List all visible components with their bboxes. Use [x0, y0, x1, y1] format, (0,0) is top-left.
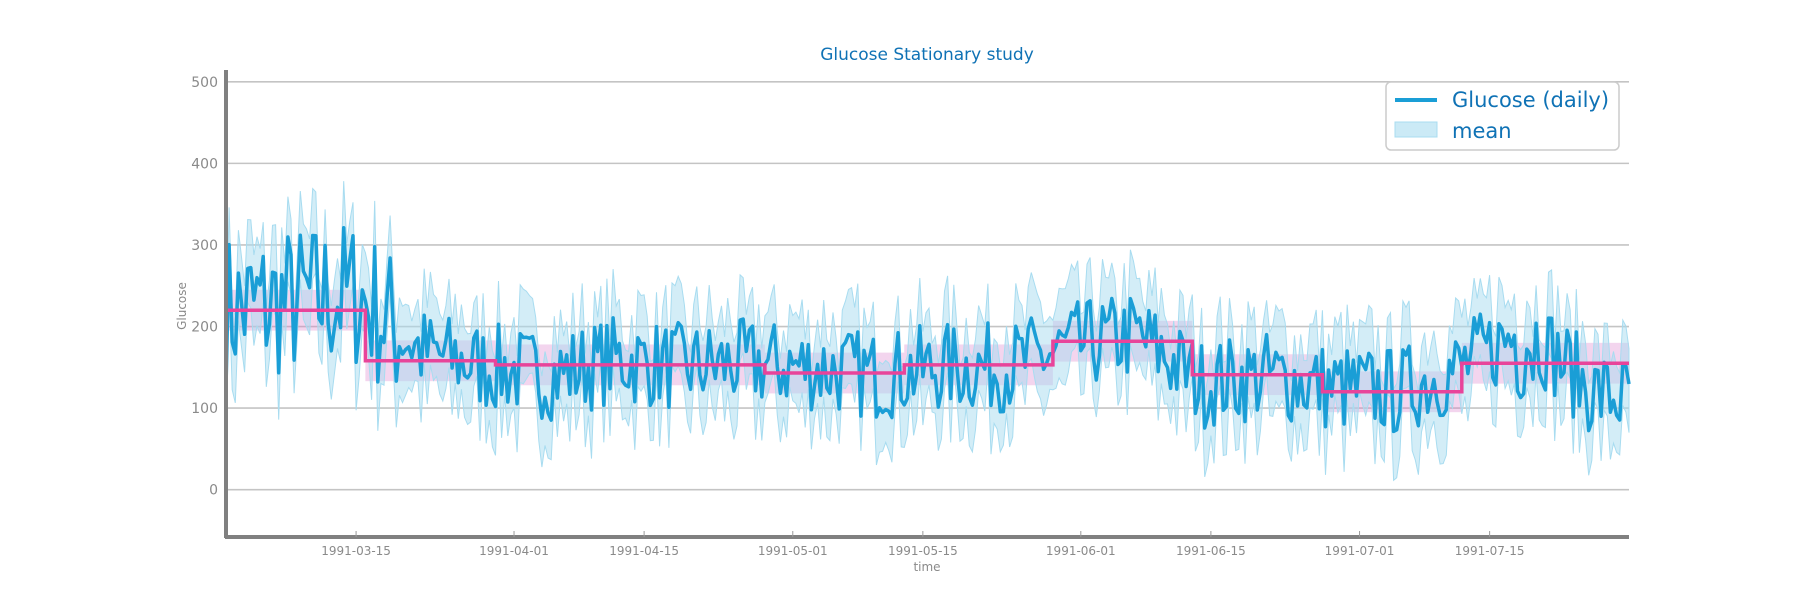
glucose-line-layer [224, 225, 1631, 434]
y-tick-0: 0 [209, 483, 218, 499]
x-tick-1991-06-15: 1991-06-15 [1176, 544, 1246, 558]
x-axis-label: time [913, 560, 940, 574]
x-tick-1991-07-15: 1991-07-15 [1455, 544, 1525, 558]
legend-frame [1385, 81, 1620, 151]
x-tick-1991-03-15: 1991-03-15 [321, 544, 391, 558]
x-tick-1991-05-15: 1991-05-15 [888, 544, 958, 558]
mean-step-line [226, 308, 1629, 394]
y-tick-500: 500 [191, 75, 218, 91]
y-tick-200: 200 [191, 320, 218, 336]
legend: Glucose (daily) mean [1385, 81, 1620, 151]
mean-line-layer [226, 308, 1629, 394]
glucose-band-area [225, 181, 1630, 482]
legend-band-swatch [1394, 121, 1438, 138]
y-tick-300: 300 [191, 238, 218, 254]
glucose-daily-line [224, 225, 1631, 434]
x-tick-1991-04-15: 1991-04-15 [609, 544, 679, 558]
legend-label-mean: mean [1452, 119, 1512, 143]
axes [224, 70, 1629, 539]
y-tick-400: 400 [191, 156, 218, 172]
y-tick-labels: 0 100 200 300 400 500 [191, 75, 218, 499]
y-axis-label: Glucose [175, 282, 189, 330]
chart-title: Glucose Stationary study [820, 45, 1034, 65]
y-tick-100: 100 [191, 401, 218, 417]
x-tick-1991-05-01: 1991-05-01 [758, 544, 828, 558]
x-tick-1991-04-01: 1991-04-01 [479, 544, 549, 558]
x-tick-1991-06-01: 1991-06-01 [1046, 544, 1116, 558]
glucose-range-band [225, 181, 1630, 482]
legend-label-glucose: Glucose (daily) [1452, 88, 1609, 112]
x-tick-1991-07-01: 1991-07-01 [1325, 544, 1395, 558]
x-tick-labels: 1991-03-15 1991-04-01 1991-04-15 1991-05-01… [321, 531, 1525, 558]
